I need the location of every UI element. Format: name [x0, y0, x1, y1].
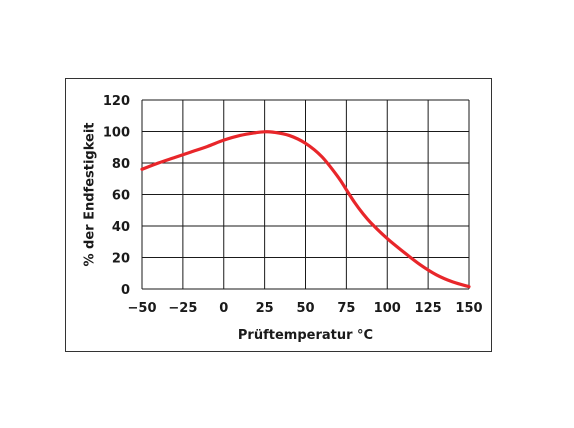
x-tick-label: −50	[128, 301, 157, 316]
horizontal-gridlines	[142, 99, 469, 290]
y-tick-label: 40	[112, 220, 130, 235]
x-tick-label: 75	[337, 301, 355, 316]
x-tick-label: 125	[415, 301, 442, 316]
chart: −50 −25 0 25 50 75 100 125 150 0 20 40 60 80 100 120 P…	[83, 94, 483, 343]
y-tick-label: 80	[112, 157, 130, 172]
x-tick-label: 150	[455, 301, 482, 316]
x-tick-label: 25	[256, 301, 274, 316]
x-tick-label: 0	[219, 301, 228, 316]
x-tick-label: −25	[168, 301, 197, 316]
y-tick-label: 120	[103, 94, 130, 109]
figure-frame: −50 −25 0 25 50 75 100 125 150 0 20 40 60 80 100 120 P…	[65, 78, 492, 352]
series-layer	[140, 130, 471, 289]
y-axis-ticks: 0 20 40 60 80 100 120	[103, 94, 130, 298]
y-tick-label: 60	[112, 189, 130, 204]
y-tick-label: 100	[103, 126, 130, 141]
y-tick-label: 20	[112, 252, 130, 267]
y-tick-label: 0	[121, 283, 130, 298]
y-axis-title: % der Endfestigkeit	[83, 122, 98, 266]
x-axis-title: Prüftemperatur °C	[238, 328, 373, 343]
x-axis-ticks: −50 −25 0 25 50 75 100 125 150	[128, 301, 483, 316]
x-tick-label: 100	[374, 301, 401, 316]
series-line	[140, 130, 471, 289]
x-tick-label: 50	[296, 301, 314, 316]
